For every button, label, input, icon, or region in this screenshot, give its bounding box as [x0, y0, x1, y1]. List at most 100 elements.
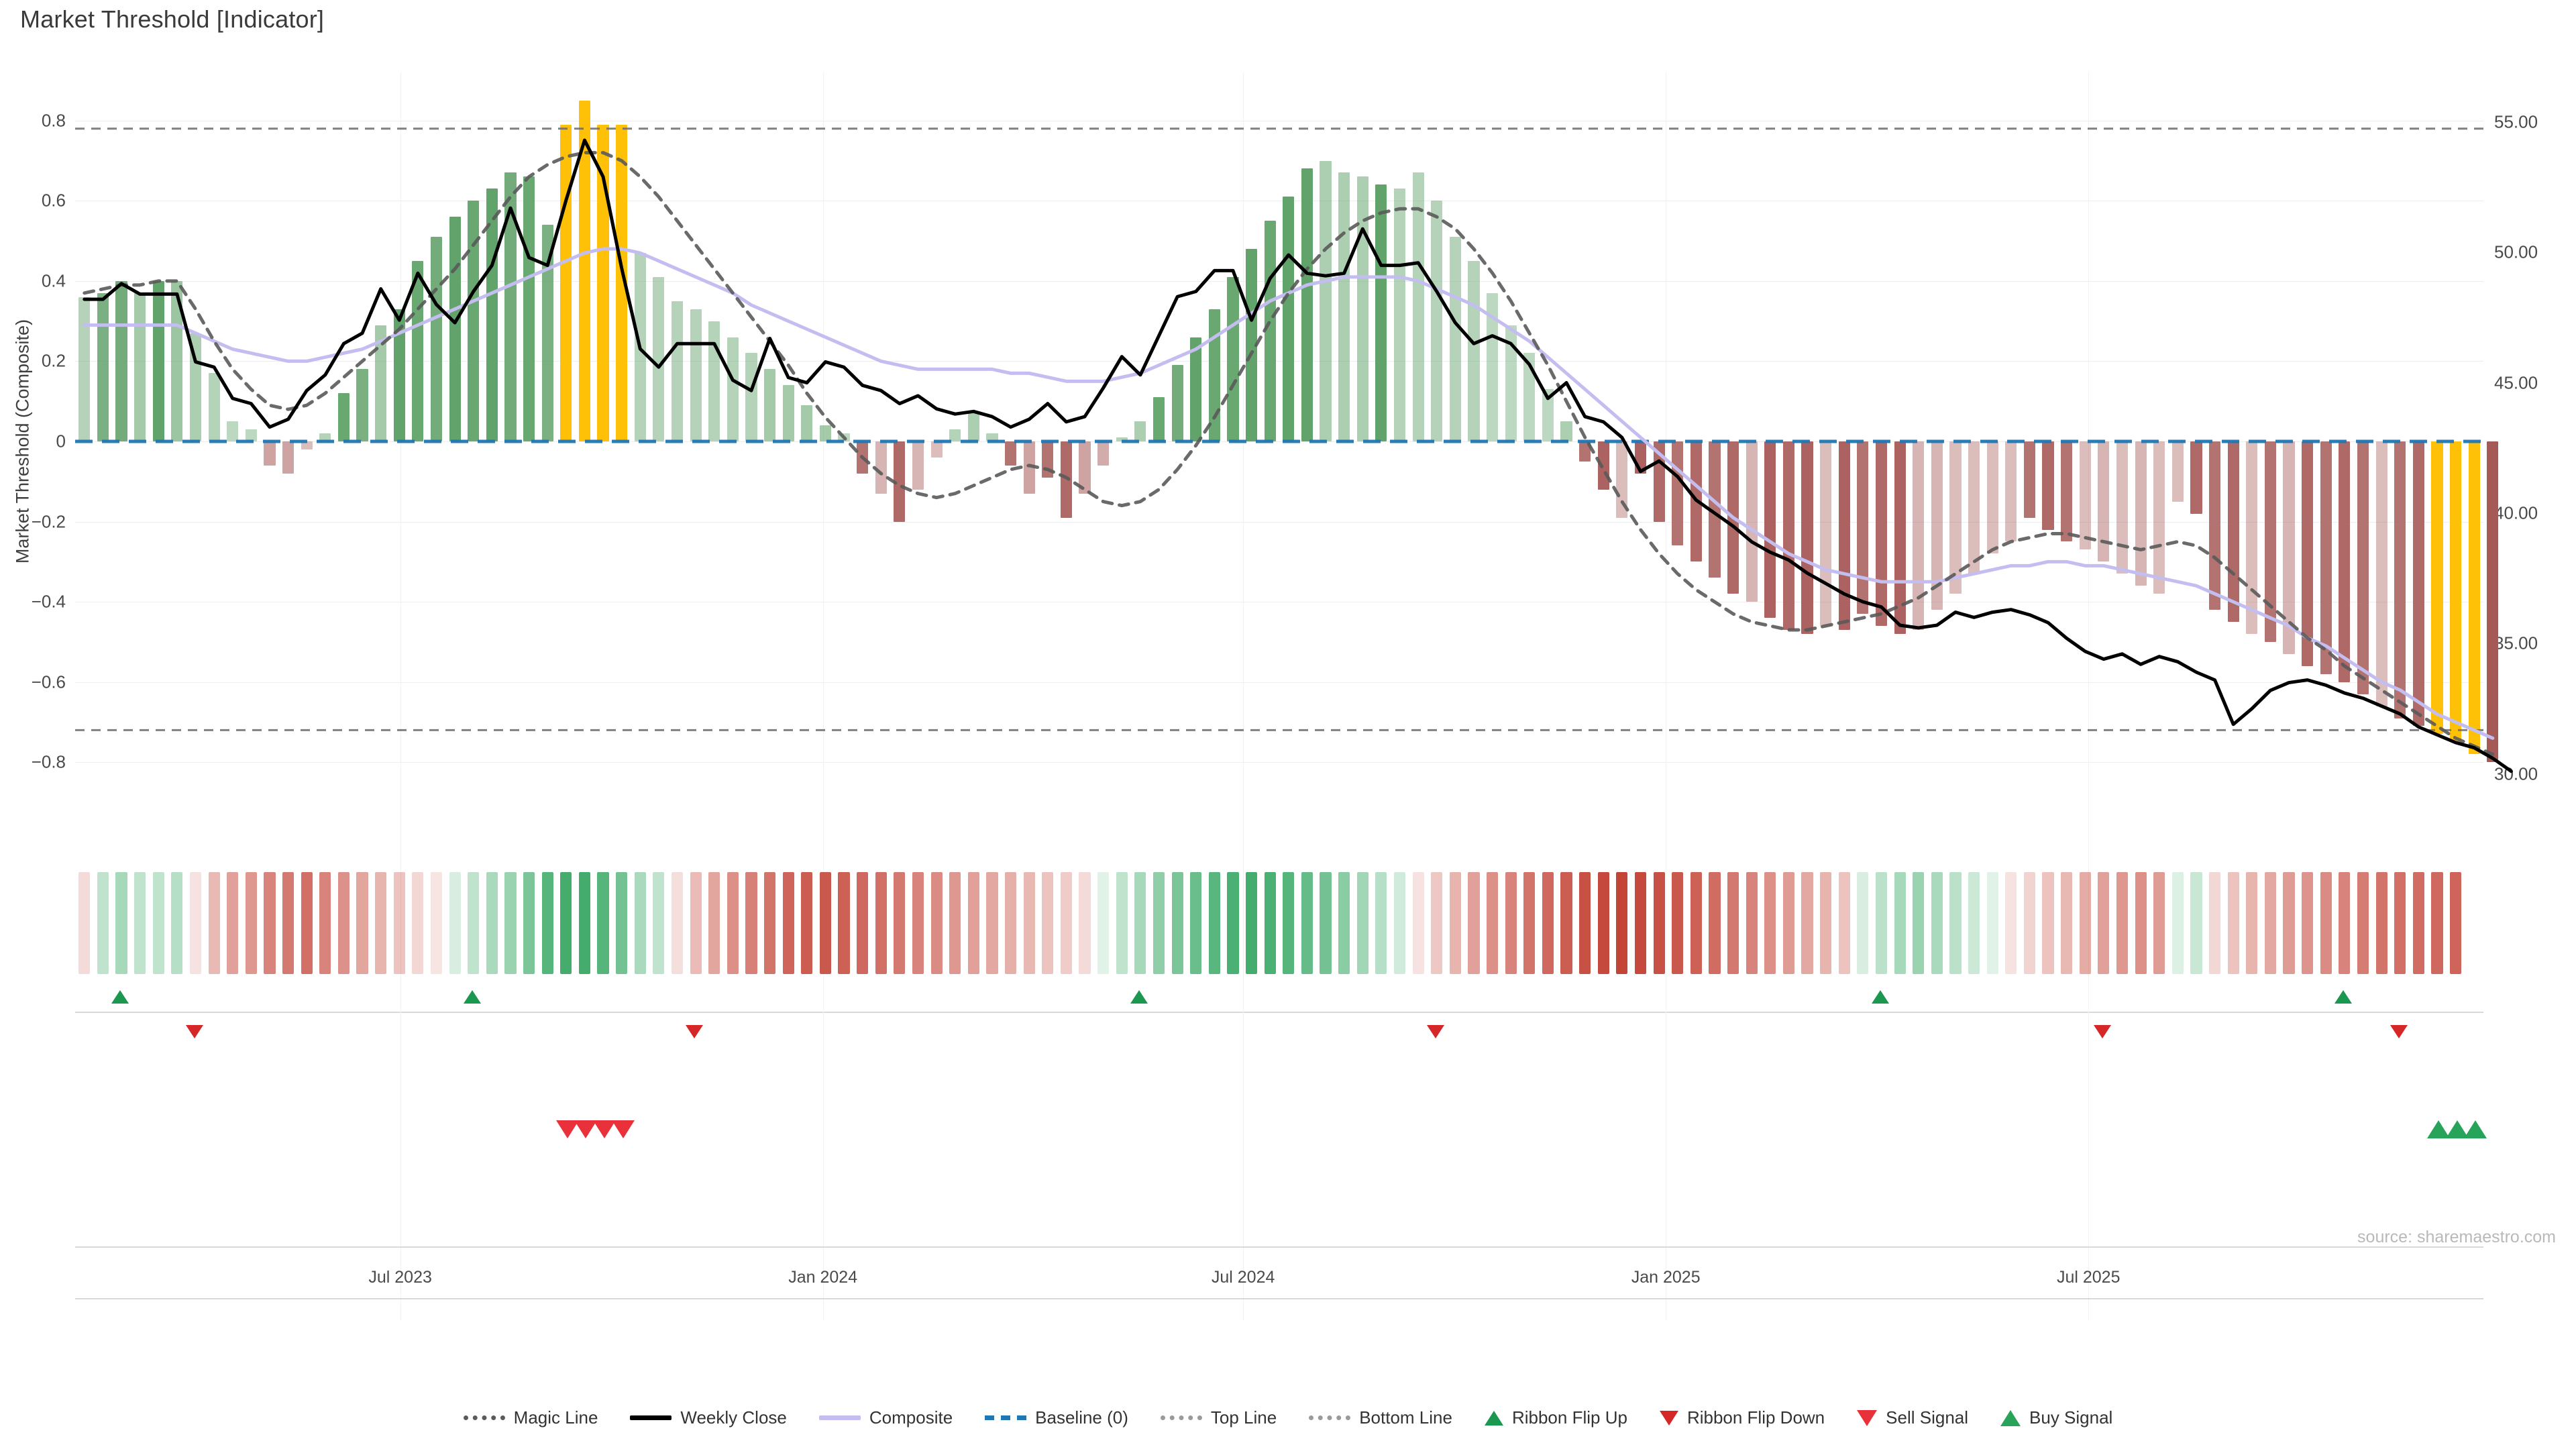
- ribbon-bar: [1393, 872, 1406, 974]
- x-axis-tick-label: Jul 2023: [368, 1268, 432, 1287]
- histogram-bar: [430, 237, 443, 441]
- legend-item-label: Buy Signal: [2029, 1407, 2113, 1428]
- legend-marker-icon: [1659, 1410, 1678, 1426]
- histogram-bar: [1449, 237, 1461, 441]
- legend-item[interactable]: Magic Line: [463, 1407, 598, 1428]
- ribbon-bar: [2079, 872, 2091, 974]
- x-gridline: [822, 986, 824, 1083]
- ribbon-bar: [1820, 872, 1832, 974]
- ribbon-bar: [1152, 872, 1165, 974]
- ribbon-bar: [2116, 872, 2129, 974]
- legend-item[interactable]: Bottom Line: [1309, 1407, 1452, 1428]
- ribbon-flip-down-marker: [2390, 1025, 2408, 1038]
- histogram-bar: [1152, 397, 1165, 441]
- chart-legend: Magic Line Weekly Close Composite Baseline …: [0, 1407, 2576, 1428]
- magic-line: [83, 151, 2495, 756]
- histogram-bar: [1393, 189, 1406, 441]
- x-axis-tick-label: Jan 2024: [788, 1268, 858, 1287]
- ribbon-bar: [1505, 872, 1517, 974]
- histogram-bar: [97, 292, 109, 441]
- histogram-bar: [1968, 441, 1980, 574]
- ribbon-bar: [282, 872, 294, 974]
- ribbon-bar: [1894, 872, 1906, 974]
- ribbon-bar: [1283, 872, 1295, 974]
- ribbon-bar: [1320, 872, 1332, 974]
- ribbon-bar: [2227, 872, 2239, 974]
- histogram-bar-highlight: [2431, 441, 2443, 735]
- ribbon-bar: [2005, 872, 2017, 974]
- ribbon-bar: [2375, 872, 2387, 974]
- legend-item[interactable]: Composite: [818, 1407, 953, 1428]
- ribbon-bar: [949, 872, 961, 974]
- panel-bottom-line: [75, 1246, 2483, 1248]
- histogram-bar: [1949, 441, 1962, 594]
- y-axis-right-tick-label: 40.00: [2494, 502, 2538, 523]
- ribbon-bar: [2431, 872, 2443, 974]
- histogram-bar: [1246, 249, 1258, 441]
- legend-item-label: Ribbon Flip Down: [1686, 1407, 1825, 1428]
- ribbon-bar: [319, 872, 331, 974]
- histogram-bar: [523, 176, 535, 441]
- histogram-bar: [2283, 441, 2295, 654]
- histogram-bar: [1523, 353, 1536, 441]
- histogram-bar: [967, 413, 979, 441]
- legend-item[interactable]: Ribbon Flip Down: [1659, 1407, 1825, 1428]
- histogram-bar: [949, 429, 961, 441]
- ribbon-bar: [597, 872, 609, 974]
- sell-signal-marker: [611, 1120, 635, 1138]
- ribbon-bar: [115, 872, 127, 974]
- legend-item[interactable]: Ribbon Flip Up: [1484, 1407, 1627, 1428]
- histogram-bar: [2394, 441, 2406, 718]
- histogram-bar: [1023, 441, 1035, 494]
- ribbon-bar: [1487, 872, 1499, 974]
- legend-item-label: Bottom Line: [1359, 1407, 1452, 1428]
- ribbon-bar: [1542, 872, 1554, 974]
- legend-line-swatch: [985, 1415, 1027, 1420]
- histogram-bar: [393, 309, 405, 441]
- x-axis-baseline: [75, 1298, 2483, 1299]
- ribbon-bar: [1727, 872, 1739, 974]
- histogram-bar: [1060, 441, 1072, 518]
- legend-item[interactable]: Buy Signal: [2000, 1407, 2112, 1428]
- x-gridline: [1243, 1114, 1244, 1221]
- histogram-bar: [2116, 441, 2129, 574]
- x-gridline: [400, 72, 401, 1320]
- legend-item[interactable]: Baseline (0): [985, 1407, 1128, 1428]
- histogram-bar: [2098, 441, 2110, 562]
- legend-item-label: Ribbon Flip Up: [1511, 1407, 1627, 1428]
- histogram-bar: [1764, 441, 1776, 619]
- legend-item[interactable]: Top Line: [1160, 1407, 1277, 1428]
- histogram-bar: [208, 373, 220, 441]
- ribbon-bar: [986, 872, 998, 974]
- ribbon-bar: [97, 872, 109, 974]
- ribbon-bar: [264, 872, 276, 974]
- ribbon-bar: [1468, 872, 1480, 974]
- histogram-bar: [375, 325, 387, 441]
- histogram-bar: [2264, 441, 2276, 642]
- histogram-bar: [1412, 172, 1424, 441]
- legend-item[interactable]: Sell Signal: [1857, 1407, 1968, 1428]
- y-axis-right-tick-label: 35.00: [2494, 633, 2538, 653]
- legend-line-swatch: [818, 1415, 861, 1420]
- ribbon-bar: [78, 872, 91, 974]
- legend-line-swatch: [1160, 1415, 1202, 1420]
- legend-item-label: Baseline (0): [1035, 1407, 1128, 1428]
- histogram-bar-highlight: [616, 124, 628, 441]
- ribbon-bar: [857, 872, 869, 974]
- histogram-bar: [2375, 441, 2387, 706]
- ribbon-bar: [1171, 872, 1183, 974]
- ribbon-bar: [1782, 872, 1794, 974]
- y-axis-left-title: Market Threshold (Composite): [12, 319, 33, 564]
- ribbon-bar: [468, 872, 480, 974]
- ribbon-bar: [745, 872, 757, 974]
- ribbon-bar: [1709, 872, 1721, 974]
- histogram-bar: [1782, 441, 1794, 630]
- ribbon-bar: [653, 872, 665, 974]
- histogram-bar: [1171, 365, 1183, 441]
- ribbon-bar: [930, 872, 943, 974]
- legend-item[interactable]: Weekly Close: [630, 1407, 787, 1428]
- ribbon-flip-up-marker: [1871, 990, 1889, 1004]
- ribbon-bar: [523, 872, 535, 974]
- histogram-bar: [1116, 437, 1128, 441]
- histogram-bar: [2412, 441, 2424, 727]
